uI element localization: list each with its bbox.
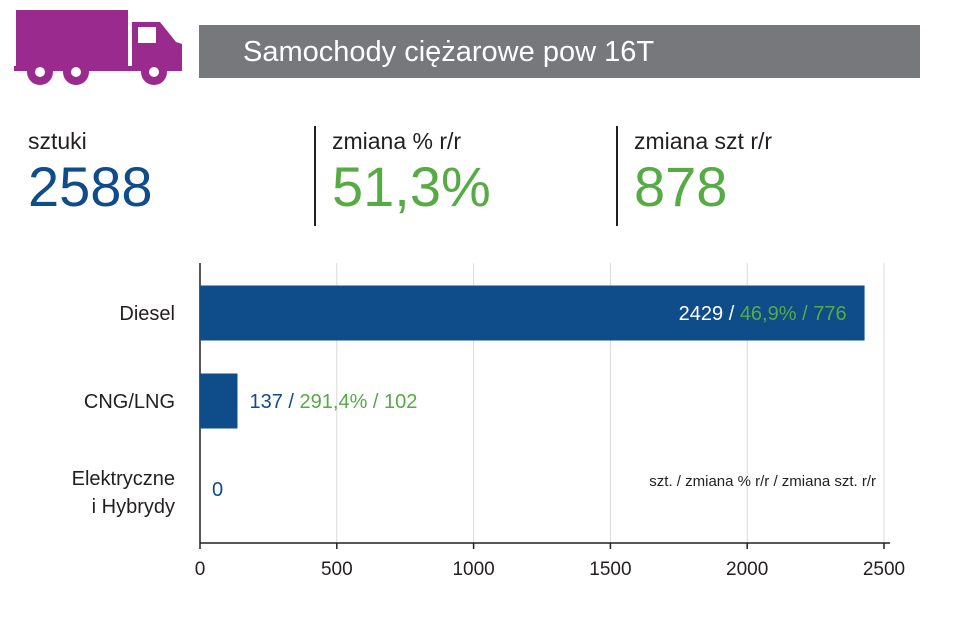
data-label-2: 0: [212, 479, 223, 501]
stat-units-value: 2588: [28, 155, 153, 218]
stat-change-pct-value: 51,3%: [332, 155, 491, 218]
stat-change-pct: zmiana % r/r 51,3%: [314, 126, 614, 226]
stat-change-pct-label: zmiana % r/r: [332, 128, 462, 154]
bar-1: [200, 373, 238, 429]
stat-change-units: zmiana szt r/r 878: [616, 126, 916, 226]
category-label-1: CNG/LNG: [84, 391, 175, 413]
data-label-1: 137 / 291,4% / 102: [249, 391, 417, 413]
legend-note: szt. / zmiana % r/r / zmiana szt. r/r: [649, 473, 876, 490]
x-tick-label-5: 2500: [863, 559, 905, 580]
data-label-0: 2429 / 46,9% / 776: [679, 303, 847, 325]
x-tick-label-3: 1500: [589, 559, 631, 580]
stat-change-units-label: zmiana szt r/r: [634, 128, 773, 154]
stat-change-units-value: 878: [634, 155, 728, 218]
title-bar: Samochody ciężarowe pow 16T: [199, 25, 920, 78]
x-tick-label-2: 1000: [452, 559, 494, 580]
x-tick-label-1: 500: [321, 559, 353, 580]
category-label-0: Diesel: [119, 303, 175, 325]
bar-chart: 0 500 1000 1500 2000 2500 Diesel 2429 / 46,9% /…: [72, 263, 905, 580]
stat-units-label: sztuki: [28, 128, 87, 154]
stat-units: sztuki 2588: [28, 126, 308, 226]
category-label-2: Elektryczne i Hybrydy: [72, 468, 175, 518]
x-tick-label-4: 2000: [726, 559, 768, 580]
bar-0: [200, 285, 865, 341]
x-tick-label-0: 0: [195, 559, 206, 580]
truck-icon: [14, 10, 182, 85]
page-title: Samochody ciężarowe pow 16T: [243, 36, 655, 68]
